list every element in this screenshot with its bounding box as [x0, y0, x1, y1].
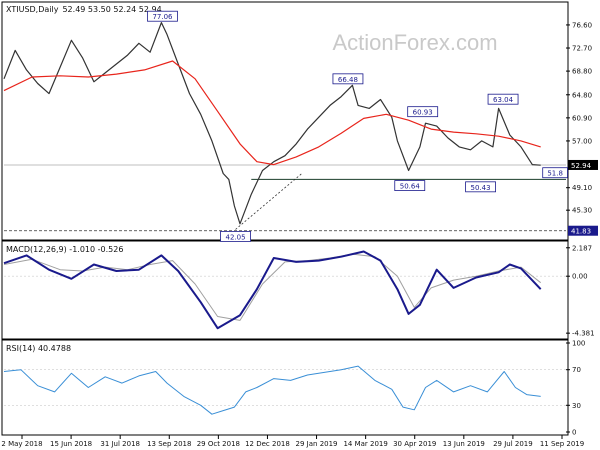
macd-panel-title: MACD(12,26,9) -1.010 -0.526: [6, 245, 123, 254]
price-axis-tick-label: 72.70: [572, 45, 592, 53]
macd-line: [3, 250, 542, 330]
annotation-label: 51.8: [547, 170, 563, 178]
x-axis-tick-label: 31 Jul 2018: [100, 440, 140, 448]
price-axis-tick-label: 57.00: [572, 137, 592, 145]
price-axis-tick-label: 60.90: [572, 114, 592, 122]
annotation-label: 50.64: [400, 183, 421, 191]
rsi-axis-tick-label: 70: [572, 366, 581, 374]
annotation-box: [332, 73, 364, 85]
macd-axis-tick-label: 0.00: [572, 273, 588, 281]
macd-panel-frame: [1, 240, 569, 340]
x-axis-tick-label: 29 Jan 2019: [296, 440, 338, 448]
annotation-box: [394, 180, 426, 191]
annotation-label: 66.48: [338, 76, 358, 84]
annotation-box: [487, 93, 519, 105]
x-axis-tick-label: 11 Sep 2019: [540, 440, 584, 448]
current-price-badge: [568, 159, 598, 170]
annotation-box: [147, 10, 178, 22]
annotation-label: 77.06: [152, 13, 173, 21]
annotation-box: [465, 181, 496, 193]
x-axis-tick-label: 12 Dec 2018: [245, 440, 290, 448]
trend-line: [235, 173, 303, 230]
macd-axis-tick-label: 2.187: [572, 244, 592, 252]
price-axis-tick-label: 45.30: [572, 207, 592, 215]
price-panel-title: XTIUSD,Daily 52.49 53.50 52.24 52.94: [6, 5, 162, 14]
price-axis-tick-label: 68.80: [572, 68, 592, 76]
x-axis-tick-label: 13 Sep 2018: [147, 440, 191, 448]
rsi-panel-title: RSI(14) 40.4788: [6, 344, 71, 353]
x-axis-tick-label: 29 Jul 2019: [493, 440, 533, 448]
x-axis-tick-label: 15 Jun 2018: [50, 440, 92, 448]
annotation-box: [220, 231, 251, 242]
annotation-label: 50.43: [471, 184, 491, 192]
x-axis-tick-label: 30 Apr 2019: [393, 440, 436, 448]
rsi-axis-tick-label: 100: [572, 340, 585, 348]
current-price-label: 52.94: [571, 162, 592, 170]
annotation-box: [542, 167, 568, 179]
price-axis-tick-label: 64.80: [572, 91, 592, 99]
rsi-axis-tick-label: 30: [572, 402, 581, 410]
ohlc-values: 52.49 53.50 52.24 52.94: [62, 5, 161, 14]
symbol-label: XTIUSD,Daily: [6, 5, 59, 14]
annotation-box: [407, 106, 439, 118]
rsi-panel-frame: [1, 339, 569, 436]
price-panel-frame: [1, 1, 569, 241]
price-axis-tick-label: 49.10: [572, 184, 592, 192]
moving-average-line: [3, 60, 541, 166]
support-level-badge: [568, 225, 598, 236]
watermark: ActionForex.com: [332, 30, 497, 55]
x-axis-tick-label: 13 Jun 2019: [443, 440, 485, 448]
price-axis-tick-label: 76.60: [572, 21, 592, 29]
support-level-label: 41.83: [571, 228, 591, 236]
x-axis-tick-label: 2 May 2018: [1, 440, 42, 448]
macd-axis-tick-label: -4.381: [572, 330, 595, 338]
annotation-label: 60.93: [413, 109, 433, 117]
rsi-line: [3, 365, 541, 415]
x-axis-tick-label: 14 Mar 2019: [343, 440, 387, 448]
plot-layer: 77.06 66.48 60.93 63.04 50.64 50.43 42.05 51.8 7…: [1, 10, 598, 448]
rsi-axis-tick-label: 0: [572, 429, 576, 437]
annotation-label: 42.05: [226, 233, 246, 241]
annotation-label: 63.04: [493, 96, 514, 104]
x-axis-tick-label: 29 Oct 2018: [197, 440, 240, 448]
